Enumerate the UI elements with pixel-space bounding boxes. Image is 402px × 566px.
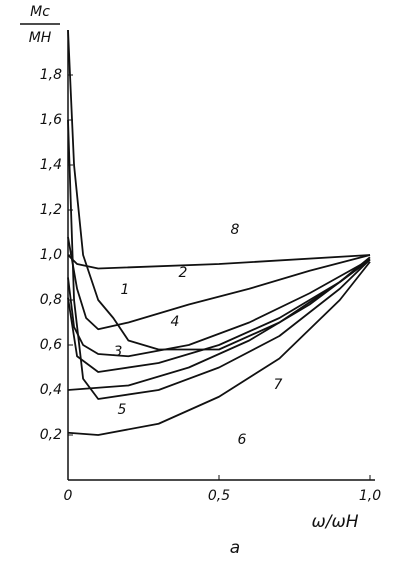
x-tick-label: 0,5 <box>208 488 230 504</box>
y-tick-label: 1,6 <box>40 112 62 128</box>
y-tick-label: 1,8 <box>40 67 62 83</box>
y-tick-label: 0,6 <box>40 337 62 353</box>
curve <box>67 119 371 400</box>
curve <box>67 254 371 270</box>
curve-label: 7 <box>274 377 283 393</box>
x-tick-label: 1,0 <box>359 488 381 504</box>
curve-label: 6 <box>238 432 247 448</box>
curve-label: 4 <box>171 314 180 330</box>
x-label: ω/ωН <box>312 512 359 532</box>
y-tick-label: 0,4 <box>40 382 62 398</box>
curve-label: 2 <box>179 265 188 281</box>
curve <box>67 258 371 358</box>
x-tick-label: 0 <box>64 488 73 504</box>
curve <box>67 236 371 331</box>
y-tick-label: 0,2 <box>40 427 62 443</box>
y-tick-label: 1,4 <box>40 157 62 173</box>
y-tick-label: 1,0 <box>40 247 62 263</box>
curve <box>67 258 371 391</box>
curve <box>67 261 371 436</box>
caption: a <box>230 538 240 558</box>
curve <box>67 29 371 351</box>
y-label-bottom: MН <box>29 30 52 46</box>
curve-label: 5 <box>118 402 127 418</box>
curve-label: 3 <box>114 344 123 360</box>
curve-label: 1 <box>121 282 130 298</box>
y-label-top: Mc <box>30 4 50 20</box>
curve-label: 8 <box>231 222 240 238</box>
y-tick-label: 0,8 <box>40 292 62 308</box>
y-tick-label: 1,2 <box>40 202 62 218</box>
